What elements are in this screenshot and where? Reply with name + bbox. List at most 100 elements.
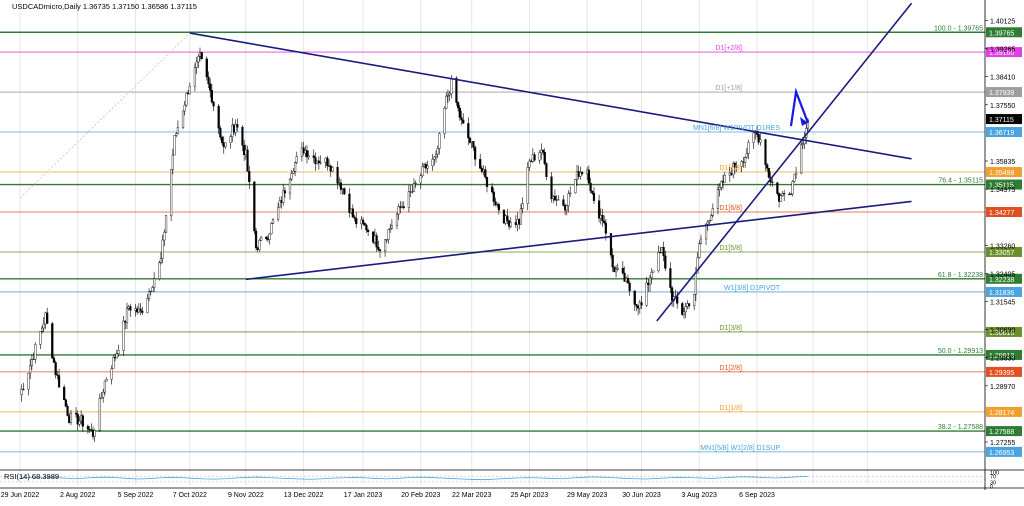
y-tick-label: 1.31545 (990, 299, 1015, 306)
candle-body (669, 268, 672, 288)
candle-body (39, 331, 42, 345)
candle-body (793, 174, 796, 182)
candle-body (800, 144, 803, 174)
candle-body (458, 107, 461, 118)
candle-body (720, 180, 723, 188)
candle-body (29, 365, 32, 374)
candle-body (146, 298, 149, 313)
candle-body (421, 166, 424, 176)
candle-body (125, 308, 129, 323)
candle-body (801, 143, 804, 146)
candle-body (509, 222, 512, 227)
candle-body (711, 208, 714, 216)
candle-body (445, 95, 448, 109)
candle-body (789, 193, 793, 195)
candle-body (151, 287, 154, 292)
candle-body (282, 190, 285, 203)
level-label: 50.0 - 1.29913 (938, 348, 983, 355)
candle-body (687, 303, 691, 307)
candle-body (149, 291, 152, 293)
candle-body (460, 117, 463, 121)
candle-body (718, 187, 721, 190)
level-price-tag (986, 246, 1022, 257)
rsi-axis-label: 0 (990, 485, 993, 491)
candle-body (771, 181, 774, 183)
candle-body (158, 262, 161, 280)
candle-body (117, 350, 120, 355)
candle-body (32, 358, 35, 360)
level-price-tag (986, 349, 1022, 360)
candle-body (434, 153, 438, 158)
candle-body (389, 228, 392, 230)
candle-body (253, 181, 256, 232)
candle-body (603, 220, 606, 224)
candle-body (129, 306, 132, 311)
candle-body (52, 357, 56, 363)
candle-body (497, 204, 500, 211)
candle-body (236, 124, 239, 128)
y-tick-label: 1.32405 (990, 271, 1015, 278)
candle-body (375, 235, 378, 248)
candle-body (791, 181, 794, 195)
level-label: 38.2 - 1.27588 (938, 424, 983, 431)
level-price-tag (986, 366, 1022, 377)
candle-body (745, 153, 748, 158)
candle-body (462, 119, 465, 124)
candle-body (170, 169, 173, 216)
x-tick-label: 29 Jun 2022 (1, 492, 40, 499)
candle-body (550, 176, 553, 199)
candle-body (224, 142, 227, 148)
level-price-tag-text: 1.33057 (989, 250, 1014, 257)
candle-body (733, 163, 737, 168)
candle-body (367, 230, 370, 232)
candle-body (747, 142, 750, 154)
y-tick-label: 1.33260 (990, 243, 1015, 250)
candle-body (557, 199, 560, 201)
candle-body (115, 353, 118, 359)
candle-body (188, 85, 191, 95)
candle-body (100, 396, 103, 399)
candle-body (684, 306, 687, 313)
candle-body (103, 380, 107, 393)
rsi-axis-label: 70 (990, 475, 996, 481)
candle-body (175, 133, 178, 136)
candle-body (735, 166, 738, 168)
candle-body (526, 167, 529, 204)
x-tick-label: 7 Oct 2022 (173, 492, 207, 499)
candle-body (63, 386, 66, 400)
candle-body (484, 169, 487, 178)
level-price-tag (986, 47, 1022, 58)
level-price-tag-text: 1.29395 (989, 370, 1014, 377)
candle-body (378, 249, 382, 252)
rsi-axis-label: 30 (990, 480, 996, 486)
x-tick-label: 9 Nov 2022 (228, 492, 264, 499)
candle-body (492, 191, 495, 202)
candle-body (569, 192, 572, 194)
candle-body (110, 368, 113, 380)
candle-body (258, 239, 261, 250)
rsi-label: RSI(14) 68.3989 (4, 472, 59, 481)
candle-body (254, 230, 258, 248)
candle-body (164, 215, 168, 233)
x-tick-label: 3 Aug 2023 (682, 492, 718, 499)
x-tick-label: 25 Apr 2023 (511, 492, 549, 499)
trendline-lower-support (245, 200, 912, 281)
candle-body (407, 191, 410, 208)
candle-body (351, 208, 354, 218)
candle-body (433, 156, 436, 160)
forecast-arrow (789, 87, 809, 127)
candle-body (161, 239, 164, 259)
level-label: D1[6/8] (719, 205, 742, 212)
candle-body (580, 172, 584, 175)
candle-body (597, 200, 601, 219)
candle-body (708, 220, 711, 223)
candle-body (278, 200, 281, 208)
candle-body (779, 195, 782, 202)
x-tick-label: 30 Jun 2023 (622, 492, 661, 499)
candle-body (764, 139, 767, 165)
level-price-tag (986, 406, 1022, 417)
candle-body (176, 127, 180, 134)
y-tick-label: 1.37550 (990, 103, 1015, 110)
y-tick-label: 1.35835 (990, 159, 1015, 166)
